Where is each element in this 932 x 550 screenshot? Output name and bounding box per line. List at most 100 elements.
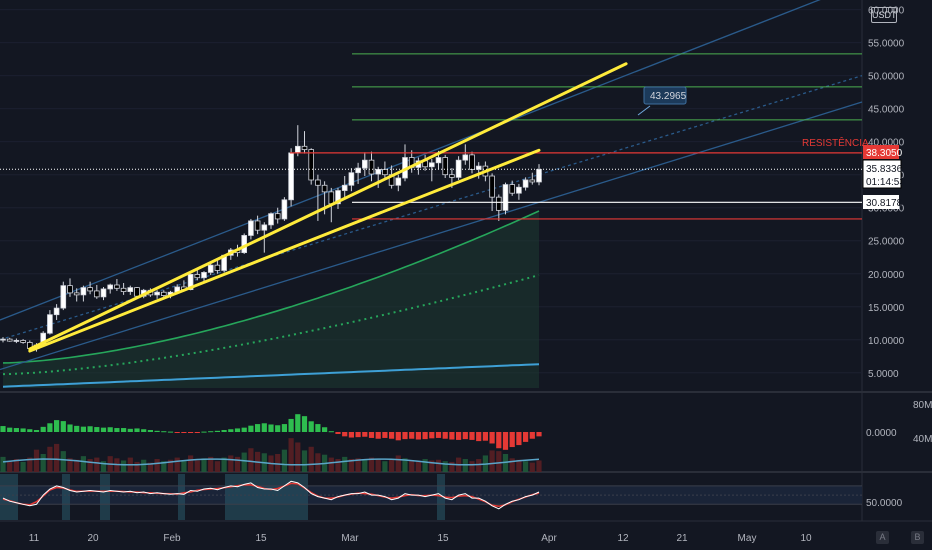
candle-body: [442, 157, 448, 176]
candle: [301, 131, 308, 154]
volume-bar: [27, 457, 33, 472]
histogram-bar: [194, 432, 200, 433]
auto-scale-button[interactable]: A: [876, 531, 889, 544]
volume-bar: [348, 459, 354, 472]
price-tick-label: 25.0000: [868, 237, 905, 248]
candle-body: [94, 290, 100, 298]
candle-body: [47, 314, 53, 334]
regression-channel-line: [0, 101, 863, 371]
time-tick-label: 20: [87, 533, 99, 544]
histogram-bar: [80, 426, 86, 432]
volume-tick-label: 80M: [913, 400, 932, 411]
volume-bar: [476, 459, 482, 472]
candle: [0, 337, 6, 343]
histogram-bar: [328, 431, 334, 433]
ma-blue-line: [2, 363, 540, 388]
candle: [127, 285, 134, 295]
histogram-bar: [221, 430, 227, 432]
volume-bar: [221, 457, 227, 472]
histogram-bar: [482, 432, 488, 441]
histogram-bar: [288, 418, 294, 432]
histogram-bar: [449, 432, 455, 440]
time-tick-label: May: [738, 533, 757, 544]
candle-body: [489, 175, 495, 198]
candle-body: [536, 169, 542, 183]
candle: [6, 337, 13, 342]
support-price-text: 30.8178: [866, 198, 903, 209]
volume-bar: [67, 458, 73, 472]
histogram-bar: [529, 432, 535, 439]
candle-body: [361, 159, 368, 169]
price-axis-layer[interactable]: 5.0000 10.0000 15.0000 20.0000 25.0000 30.000…: [866, 6, 932, 509]
candle-body: [20, 340, 26, 343]
candle-body: [348, 172, 355, 186]
histogram-layer: [0, 414, 542, 472]
log-scale-button[interactable]: B: [911, 531, 924, 544]
candle: [361, 152, 368, 177]
candle: [489, 173, 495, 212]
candle: [60, 281, 67, 311]
histogram-bar: [127, 428, 133, 432]
osc-highlight: [225, 474, 308, 520]
candle: [469, 151, 475, 174]
volume-bar: [402, 458, 408, 472]
histogram-bar: [40, 426, 46, 432]
target-callout[interactable]: 43.2965: [637, 86, 687, 116]
candle: [516, 183, 522, 200]
candle-body: [516, 186, 522, 194]
histogram-bar: [234, 428, 241, 432]
histogram-bar: [154, 430, 160, 432]
volume-bar: [328, 457, 334, 472]
resistance-price-text: 38.3050: [866, 148, 903, 159]
osc-tick-label: 50.0000: [866, 498, 903, 509]
candle: [254, 215, 261, 235]
volume-bar: [188, 455, 194, 472]
candle-body: [100, 288, 107, 298]
volume-bar: [301, 450, 308, 472]
histogram-bar: [476, 432, 482, 442]
candle: [107, 283, 114, 294]
histogram-bar: [462, 432, 468, 440]
volume-ma-line: [2, 458, 540, 466]
candle-body: [134, 287, 140, 297]
currency-badge[interactable]: USDT: [871, 7, 897, 23]
candle-body: [281, 199, 288, 220]
histogram-bar: [429, 432, 435, 439]
histogram-bar: [342, 432, 348, 437]
price-tick-label: 15.0000: [868, 303, 905, 314]
histogram-bar: [315, 424, 321, 432]
histogram-bar: [382, 432, 388, 438]
candle-body: [6, 338, 13, 342]
candle: [281, 197, 288, 221]
candle: [87, 281, 93, 295]
volume-bar: [342, 456, 348, 472]
volume-bar: [87, 459, 93, 472]
time-axis-layer[interactable]: 11 20 Feb 15 Mar 15 Apr 12 21 May 10: [29, 533, 812, 544]
ma-dotted-line: [2, 274, 540, 376]
channel-trendline: [28, 62, 628, 351]
histogram-bar: [107, 427, 113, 432]
histogram-bar: [214, 430, 220, 432]
histogram-bar: [422, 432, 428, 440]
volume-bar: [194, 460, 200, 472]
volume-bar: [228, 455, 234, 472]
price-tick-label: 45.0000: [868, 105, 905, 116]
candle: [160, 290, 167, 298]
volume-bar: [529, 462, 535, 472]
resistance-price-tag: 38.3050: [863, 145, 903, 159]
osc-highlight: [100, 474, 110, 520]
volume-bar: [489, 450, 495, 472]
time-tick-label: 10: [800, 533, 812, 544]
volume-bar: [121, 460, 127, 472]
candle: [13, 338, 20, 344]
candle-body: [462, 154, 469, 161]
volume-bar: [442, 461, 448, 472]
candle-body: [0, 338, 6, 341]
time-tick-label: 11: [29, 533, 40, 544]
histogram-bar: [114, 428, 120, 432]
candle: [241, 233, 248, 254]
candle: [20, 339, 26, 344]
candle-body: [395, 177, 402, 186]
histogram-bar: [27, 429, 33, 432]
histogram-bar: [54, 420, 60, 432]
